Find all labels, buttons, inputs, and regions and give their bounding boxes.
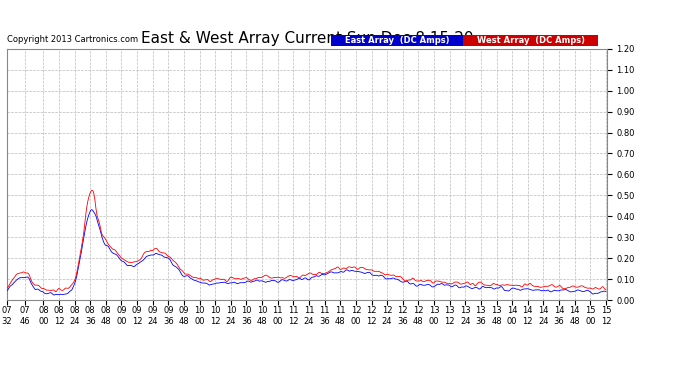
Text: West Array  (DC Amps): West Array (DC Amps) xyxy=(477,36,584,45)
Title: East & West Array Current Sun Dec 8 15:20: East & West Array Current Sun Dec 8 15:2… xyxy=(141,31,473,46)
Text: East Array  (DC Amps): East Array (DC Amps) xyxy=(345,36,449,45)
FancyBboxPatch shape xyxy=(331,35,463,46)
FancyBboxPatch shape xyxy=(463,35,598,46)
Text: Copyright 2013 Cartronics.com: Copyright 2013 Cartronics.com xyxy=(7,35,138,44)
